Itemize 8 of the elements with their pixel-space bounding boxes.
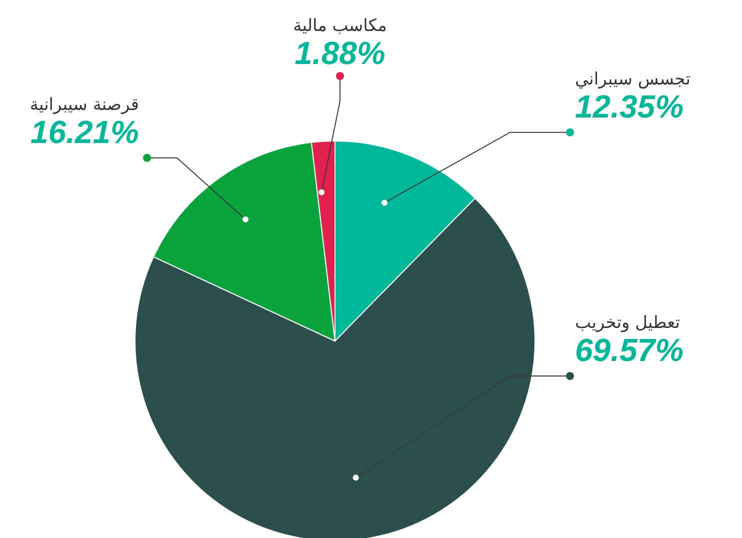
slice-label: مكاسب مالية — [293, 16, 387, 36]
slice-label: قرصنة سيبرانية — [30, 94, 139, 115]
slice-label: تعطيل وتخريب — [575, 313, 680, 333]
data-label: 1.88% — [294, 35, 386, 71]
slice-label: تجسس سيبراني — [575, 69, 691, 90]
data-label: 12.35% — [575, 88, 684, 124]
data-label: 69.57% — [575, 332, 684, 368]
data-label: 16.21% — [30, 114, 139, 150]
